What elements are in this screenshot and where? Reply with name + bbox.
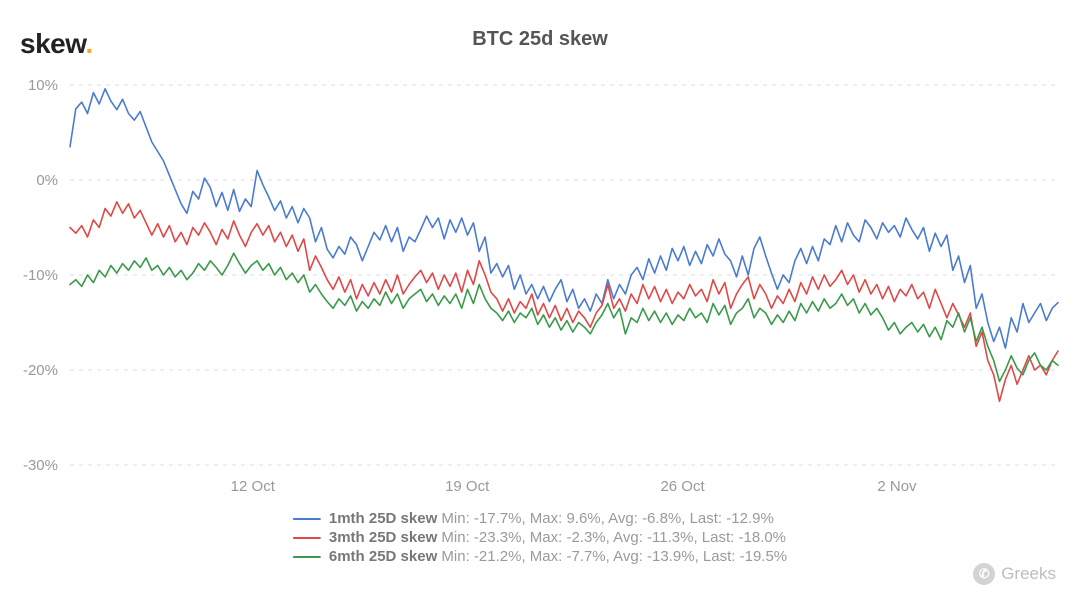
watermark: ✆ Greeks [973, 563, 1056, 585]
legend-series-name: 1mth 25D skew [329, 510, 437, 527]
svg-text:19 Oct: 19 Oct [445, 478, 490, 495]
legend-swatch [293, 537, 321, 539]
svg-text:-10%: -10% [23, 267, 58, 284]
svg-text:-30%: -30% [23, 457, 58, 474]
legend-series-name: 6mth 25D skew [329, 548, 437, 565]
legend-series-stats: Min: -17.7%, Max: 9.6%, Avg: -6.8%, Last… [437, 510, 774, 527]
legend-row: 3mth 25D skew Min: -23.3%, Max: -2.3%, A… [293, 529, 787, 546]
svg-text:2 Nov: 2 Nov [877, 478, 917, 495]
legend-series-stats: Min: -21.2%, Max: -7.7%, Avg: -13.9%, La… [437, 548, 787, 565]
skew-logo: skew. [20, 28, 93, 60]
chart-svg: -30% -20% -10% 0% 10% 12 Oct 19 Oct 26 Oct 2 Nov [10, 75, 1070, 505]
svg-text:26 Oct: 26 Oct [660, 478, 705, 495]
svg-text:0%: 0% [36, 172, 58, 189]
chart-title: BTC 25d skew [472, 28, 608, 51]
legend-swatch [293, 556, 321, 558]
legend-row: 6mth 25D skew Min: -21.2%, Max: -7.7%, A… [293, 548, 787, 565]
series-line-0 [70, 89, 1058, 348]
logo-dot: . [85, 28, 92, 59]
watermark-label: Greeks [1001, 564, 1056, 584]
wechat-icon: ✆ [973, 563, 995, 585]
legend-row: 1mth 25D skew Min: -17.7%, Max: 9.6%, Av… [293, 510, 787, 527]
legend-series-stats: Min: -23.3%, Max: -2.3%, Avg: -11.3%, La… [437, 529, 786, 546]
chart-legend: 1mth 25D skew Min: -17.7%, Max: 9.6%, Av… [293, 510, 787, 567]
series-line-1 [70, 202, 1058, 401]
series-line-2 [70, 253, 1058, 381]
chart-area: -30% -20% -10% 0% 10% 12 Oct 19 Oct 26 Oct 2 Nov [10, 75, 1070, 505]
svg-text:-20%: -20% [23, 362, 58, 379]
svg-text:12 Oct: 12 Oct [231, 478, 276, 495]
legend-series-name: 3mth 25D skew [329, 529, 437, 546]
logo-text: skew [20, 28, 85, 59]
legend-swatch [293, 518, 321, 520]
svg-text:10%: 10% [28, 77, 58, 94]
